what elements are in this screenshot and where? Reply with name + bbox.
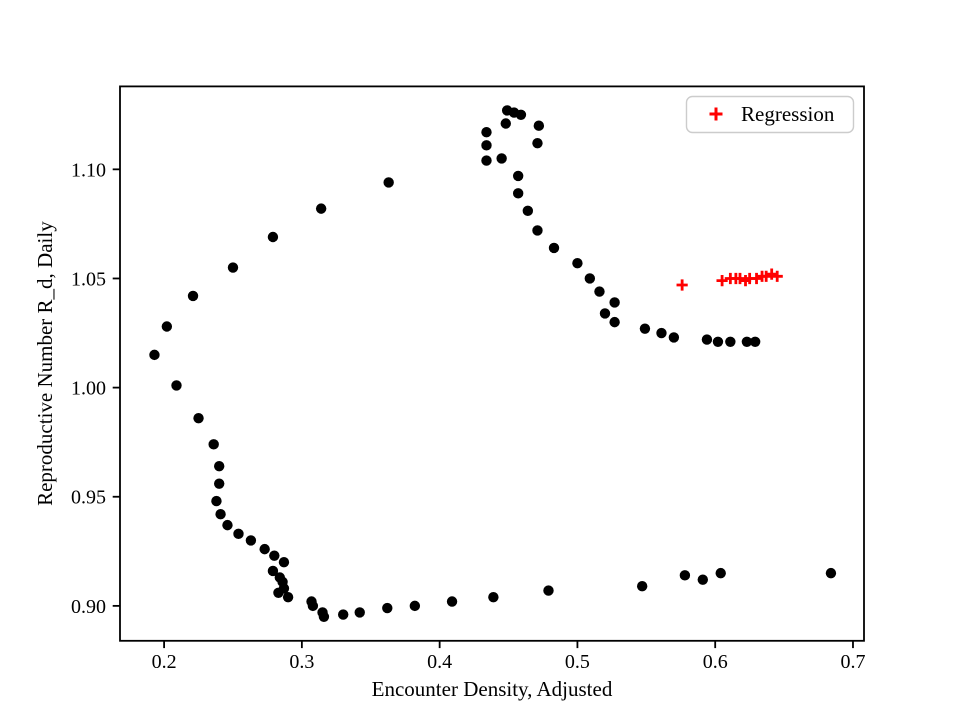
data-point (712, 336, 724, 347)
data-point (481, 140, 492, 151)
legend-label: Regression (741, 102, 835, 126)
data-point (548, 242, 560, 254)
data-point (208, 439, 219, 450)
data-point (222, 519, 233, 531)
data-point (668, 332, 680, 343)
data-point (584, 273, 596, 284)
x-tick-label: 0.5 (565, 651, 590, 673)
regression-point (771, 270, 783, 282)
data-point (599, 308, 611, 319)
data-point (639, 323, 651, 334)
x-tick-label: 0.6 (703, 651, 728, 673)
data-point (267, 231, 279, 243)
x-axis-ticks: 0.2 0.3 0.4 0.5 0.6 0.7 (152, 640, 865, 673)
y-tick-label: 0.95 (71, 487, 106, 509)
data-point (500, 118, 511, 129)
y-axis-label: Reproductive Number R_d, Daily (33, 221, 57, 506)
data-point (227, 262, 239, 273)
data-point (215, 509, 226, 520)
x-axis-label: Encounter Density, Adjusted (372, 677, 613, 701)
regression-point (750, 272, 763, 285)
data-point (193, 412, 204, 424)
data-point (609, 297, 620, 308)
data-point (609, 316, 620, 328)
data-point (149, 349, 160, 361)
data-point (481, 127, 492, 138)
data-point (318, 611, 330, 622)
data-point (725, 336, 736, 347)
data-point (488, 591, 499, 603)
data-point (697, 574, 708, 585)
data-point (161, 321, 173, 332)
data-point (533, 120, 545, 131)
x-tick-label: 0.4 (427, 651, 452, 673)
data-point (749, 336, 761, 347)
regression-point (760, 270, 772, 282)
data-point (656, 327, 667, 339)
data-point (282, 591, 294, 603)
x-tick-label: 0.7 (840, 651, 865, 673)
data-point (512, 188, 524, 199)
data-point (187, 290, 199, 302)
data-point (636, 581, 648, 592)
data-point (233, 528, 244, 540)
data-point (481, 155, 492, 166)
data-point (269, 550, 280, 561)
y-axis-ticks: 0.90 0.95 1.00 1.05 1.10 (71, 159, 120, 618)
data-point (594, 286, 605, 297)
data-point (701, 334, 713, 345)
data-series (149, 105, 837, 622)
legend-box (685, 95, 855, 134)
data-point (496, 153, 507, 164)
data-point (278, 557, 290, 568)
data-point (572, 257, 583, 269)
data-point (532, 137, 543, 149)
legend: Regression (685, 95, 855, 134)
data-point (245, 535, 257, 546)
x-tick-label: 0.2 (152, 651, 177, 673)
data-point (307, 600, 319, 612)
data-point (267, 565, 279, 577)
data-point (211, 495, 222, 507)
data-point (522, 205, 534, 217)
series-Regression (676, 268, 783, 291)
regression-point (676, 279, 688, 291)
data-point (679, 570, 691, 581)
data-point (273, 587, 284, 598)
y-tick-label: 1.05 (71, 268, 106, 290)
data-point (354, 607, 365, 618)
y-tick-label: 1.10 (71, 159, 106, 181)
plot-area-border (119, 85, 865, 642)
data-point (741, 336, 753, 347)
data-point (383, 177, 394, 188)
data-point (543, 585, 554, 596)
data-point (338, 609, 349, 620)
data-point (171, 380, 182, 391)
data-point (446, 596, 458, 607)
x-tick-label: 0.3 (289, 651, 314, 673)
series-observations (149, 105, 837, 622)
data-point (214, 478, 225, 489)
regression-point (734, 272, 746, 285)
data-point (715, 567, 726, 579)
data-point (532, 225, 543, 236)
regression-point (766, 268, 778, 280)
data-point (315, 203, 327, 214)
data-point (515, 109, 527, 120)
y-tick-label: 1.00 (71, 378, 106, 400)
data-point (214, 460, 225, 472)
data-point (382, 602, 393, 614)
legend-plus-icon (709, 107, 723, 121)
regression-point (716, 275, 728, 287)
y-tick-label: 0.90 (71, 596, 106, 618)
data-point (825, 567, 837, 579)
data-point (259, 543, 270, 555)
data-point (512, 170, 524, 182)
data-point (409, 600, 421, 612)
